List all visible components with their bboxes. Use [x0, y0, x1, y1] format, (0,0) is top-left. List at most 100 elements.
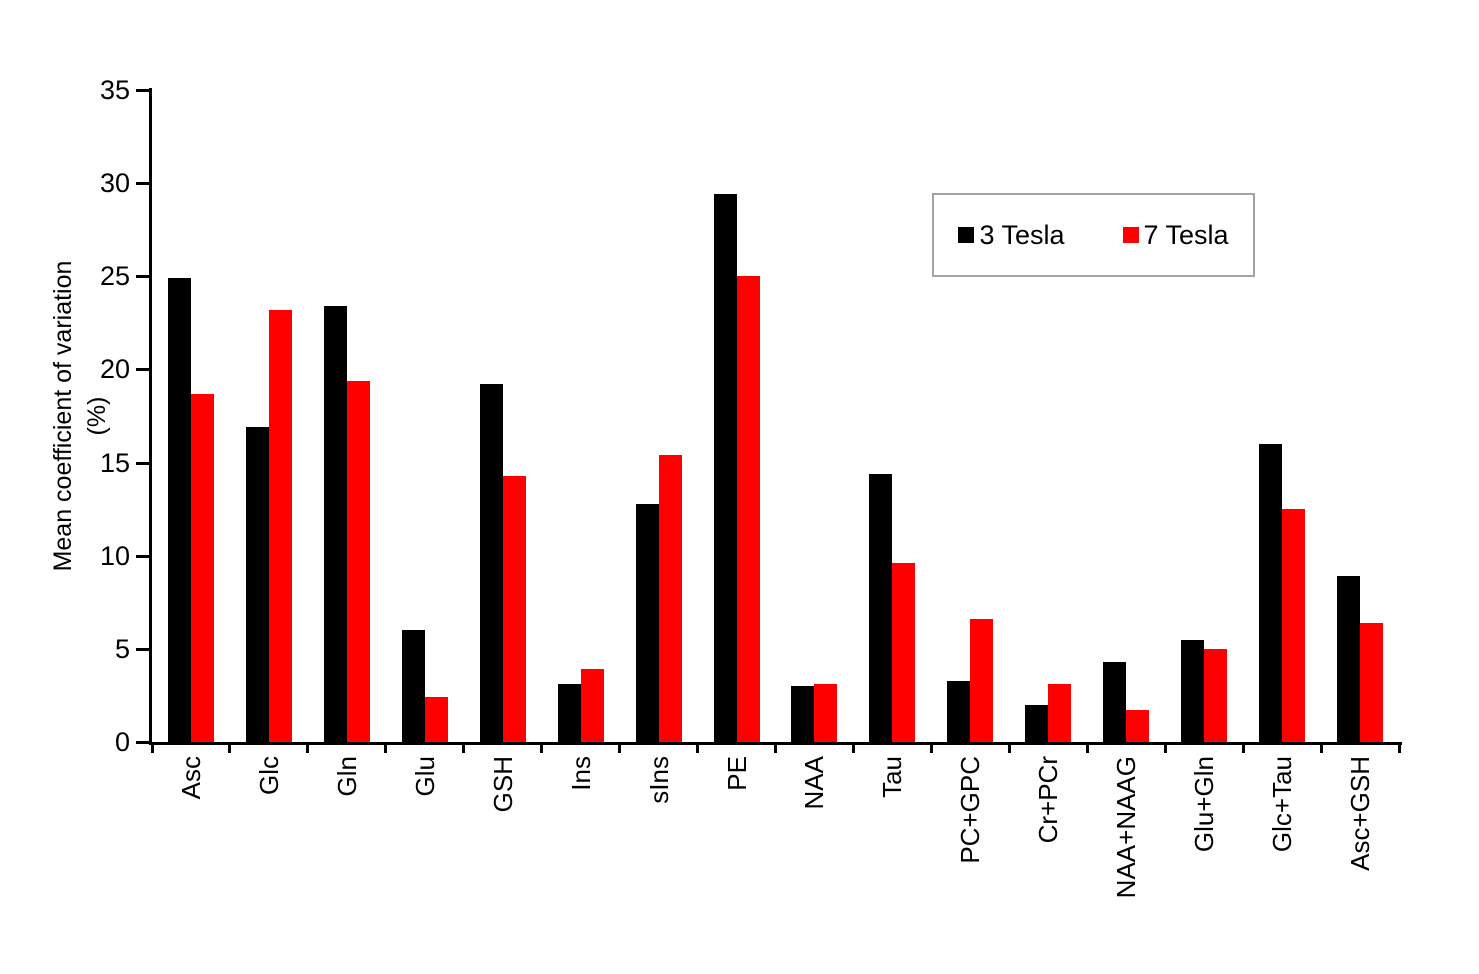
x-category-label-asc-gsh: Asc+GSH [1345, 756, 1376, 871]
x-category-label-cr-pcr: Cr+PCr [1033, 756, 1064, 844]
bar-3-tesla-Glc [245, 427, 269, 742]
x-category-label-ins: Ins [565, 756, 596, 791]
y-axis-tick-label: 10 [99, 540, 130, 571]
x-category-label-slot: Glu+Gln [1184, 756, 1224, 852]
x-category-label-glc: Glc [253, 756, 284, 795]
bar-7-tesla-Glu [424, 697, 448, 742]
x-category-label-gln: Gln [331, 756, 362, 797]
bar-7-tesla-Gln [346, 380, 370, 742]
x-axis-tick [1085, 742, 1089, 753]
x-axis-tick [1397, 742, 1401, 753]
x-category-label-slot: sIns [639, 756, 679, 804]
x-axis-tick [1007, 742, 1011, 753]
y-axis-tick-label: 20 [99, 354, 130, 385]
x-category-label-slot: NAA+NAAG [1106, 756, 1146, 898]
x-category-label-slot: GSH [483, 756, 523, 812]
x-category-label-sins: sIns [643, 756, 674, 804]
x-axis-tick [462, 742, 466, 753]
bar-3-tesla-NAA+NAAG [1103, 661, 1127, 742]
bar-7-tesla-Glc+Tau [1282, 509, 1306, 742]
x-category-label-slot: Cr+PCr [1028, 756, 1068, 843]
y-axis-tick-label: 35 [99, 75, 130, 105]
bar-7-tesla-PC+GPC [970, 619, 994, 742]
bar-7-tesla-Glc [268, 309, 292, 742]
x-category-label-slot: Glc [249, 756, 289, 795]
x-axis-tick [540, 742, 544, 753]
y-axis-tick [136, 182, 149, 186]
x-category-label-tau: Tau [877, 756, 908, 798]
bar-7-tesla-GSH [502, 475, 526, 742]
bar-3-tesla-Asc [167, 278, 191, 742]
x-category-label-gsh: GSH [487, 756, 518, 813]
bar-7-tesla-PE [736, 276, 760, 742]
x-category-label-slot: Tau [872, 756, 912, 798]
x-axis-tick [306, 742, 310, 753]
x-axis-tick [696, 742, 700, 753]
bar-7-tesla-Asc+GSH [1360, 622, 1384, 742]
x-category-label-pc-gpc: PC+GPC [955, 756, 986, 864]
y-axis-tick-label: 30 [99, 168, 130, 199]
x-axis-tick [929, 742, 933, 753]
bar-3-tesla-Glu [401, 630, 425, 742]
legend-item-7-tesla: 7 Tesla [1122, 219, 1229, 251]
y-axis-line [149, 88, 152, 745]
y-axis-tick [136, 368, 149, 372]
bar-3-tesla-PC+GPC [947, 680, 971, 742]
bar-7-tesla-Ins [580, 669, 604, 742]
x-category-label-slot: Glu [405, 756, 445, 796]
bar-3-tesla-Glu+Gln [1181, 639, 1205, 742]
x-axis-tick [384, 742, 388, 753]
x-axis-tick [618, 742, 622, 753]
x-category-label-slot: Gln [327, 756, 367, 796]
legend-item-3-tesla: 3 Tesla [958, 219, 1065, 251]
x-category-label-slot: NAA [794, 756, 834, 809]
x-axis-tick [851, 742, 855, 753]
bar-7-tesla-Cr+PCr [1048, 684, 1072, 742]
bar-7-tesla-sIns [658, 455, 682, 742]
x-axis-tick [1241, 742, 1245, 753]
y-axis-tick [136, 89, 149, 92]
x-category-label-asc: Asc [175, 756, 206, 800]
y-axis-tick [136, 275, 149, 279]
bar-7-tesla-Asc [190, 393, 214, 742]
bar-3-tesla-Cr+PCr [1025, 704, 1049, 742]
legend-swatch-3-tesla [958, 227, 975, 243]
x-category-label-naa-naag: NAA+NAAG [1111, 756, 1142, 899]
x-axis-tick [774, 742, 777, 753]
bar-3-tesla-Asc+GSH [1337, 576, 1361, 742]
legend: 3 Tesla 7 Tesla [932, 193, 1255, 277]
x-axis-tick [150, 742, 154, 753]
legend-swatch-7-tesla [1122, 227, 1139, 243]
bar-3-tesla-PE [713, 194, 737, 742]
x-axis-tick [228, 742, 232, 753]
bar-7-tesla-NAA+NAAG [1126, 710, 1150, 742]
y-axis-tick [136, 741, 149, 744]
y-axis-tick [136, 461, 149, 465]
bar-3-tesla-NAA [791, 686, 815, 742]
bar-3-tesla-sIns [635, 503, 659, 742]
x-category-label-slot: Glc+Tau [1262, 756, 1302, 852]
x-category-label-slot: Ins [561, 756, 601, 791]
x-category-label-slot: PC+GPC [950, 756, 990, 864]
x-category-label-glu: Glu [409, 756, 440, 797]
y-axis-tick-label: 15 [99, 447, 130, 478]
bar-7-tesla-NAA [814, 684, 838, 742]
x-category-label-glc-tau: Glc+Tau [1267, 756, 1298, 853]
x-category-label-slot: Asc [171, 756, 211, 799]
y-axis-tick-label: 25 [99, 261, 130, 292]
bar-3-tesla-Glc+Tau [1259, 443, 1283, 742]
x-category-label-naa: NAA [799, 756, 830, 810]
x-axis-tick [1163, 742, 1167, 753]
y-axis-tick [136, 647, 149, 651]
x-category-label-glu-gln: Glu+Gln [1189, 756, 1220, 853]
bar-3-tesla-GSH [479, 384, 503, 742]
legend-label-7-tesla: 7 Tesla [1143, 219, 1229, 250]
bar-3-tesla-Ins [557, 684, 581, 742]
x-category-label-pe: PE [721, 756, 752, 791]
x-category-label-slot: PE [717, 756, 757, 791]
y-axis-tick-label: 0 [114, 727, 130, 757]
legend-label-3-tesla: 3 Tesla [979, 219, 1065, 250]
x-category-label-slot: Asc+GSH [1340, 756, 1380, 871]
bar-3-tesla-Gln [323, 306, 347, 742]
